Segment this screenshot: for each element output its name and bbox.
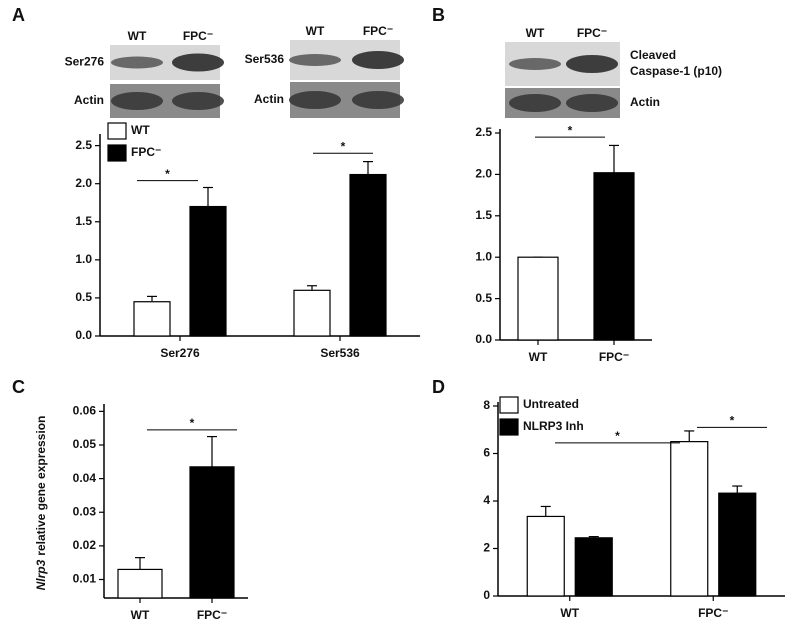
y-tick-label: 2 xyxy=(483,541,490,555)
y-tick-label: 6 xyxy=(483,446,490,460)
legend-swatch xyxy=(107,144,127,162)
bar xyxy=(593,172,635,341)
blot-row-label: Actin xyxy=(630,95,660,109)
y-tick-label: 8 xyxy=(483,398,490,412)
lane-label: WT xyxy=(128,29,147,43)
lane-label: FPC⁻ xyxy=(183,29,213,43)
legend-label: WT xyxy=(131,123,150,137)
bar xyxy=(293,289,331,337)
blot-band xyxy=(352,91,404,109)
lane-label: WT xyxy=(526,26,545,40)
panel-letter: D xyxy=(432,377,445,397)
significance-mark: * xyxy=(730,414,735,428)
y-tick-label: 0 xyxy=(483,588,490,602)
blot-band xyxy=(289,54,341,66)
y-tick-label: 2.0 xyxy=(75,176,92,190)
significance-mark: * xyxy=(341,139,346,153)
x-tick-label: FPC⁻ xyxy=(698,606,728,620)
legend-label: FPC⁻ xyxy=(131,145,161,159)
blot-band xyxy=(172,53,224,72)
lane-label: FPC⁻ xyxy=(363,24,393,38)
blot-row-label: Ser276 xyxy=(65,55,105,69)
blot-band xyxy=(352,51,404,69)
blot-row-label: Caspase-1 (p10) xyxy=(630,64,722,78)
bar xyxy=(574,537,613,597)
y-tick-label: 0.02 xyxy=(73,538,97,552)
bar xyxy=(526,515,565,597)
y-tick-label: 2.5 xyxy=(75,138,92,152)
y-tick-label: 0.0 xyxy=(475,332,492,346)
y-tick-label: 0.01 xyxy=(73,572,97,586)
bar xyxy=(517,256,559,341)
bar xyxy=(189,205,227,337)
significance-mark: * xyxy=(165,167,170,181)
blot-band xyxy=(566,55,618,73)
bar xyxy=(117,568,163,599)
blot-band xyxy=(172,92,224,110)
blot-row-label: Actin xyxy=(254,92,284,106)
y-tick-label: 0.5 xyxy=(475,291,492,305)
bar xyxy=(718,492,757,597)
x-tick-label: Ser536 xyxy=(320,346,360,360)
blot-row-label: Ser536 xyxy=(245,52,285,66)
legend-swatch xyxy=(499,396,519,414)
y-tick-label: 1.0 xyxy=(75,252,92,266)
legend-swatch xyxy=(107,122,127,140)
y-tick-label: 2.0 xyxy=(475,167,492,181)
legend-label: Untreated xyxy=(523,397,579,411)
blot-band xyxy=(509,94,561,112)
y-axis-label-part: relative gene expression xyxy=(34,416,48,556)
y-tick-label: 4 xyxy=(483,493,490,507)
y-axis-label: Nlrp3 relative gene expression xyxy=(34,416,48,591)
panel-letter: B xyxy=(432,5,445,25)
panel-letter: C xyxy=(12,377,25,397)
significance-mark: * xyxy=(190,416,195,430)
x-tick-label: WT xyxy=(529,350,548,364)
panel-letter: A xyxy=(12,5,25,25)
y-tick-label: 1.0 xyxy=(475,249,492,263)
y-tick-label: 0.05 xyxy=(73,437,97,451)
blot-band xyxy=(111,92,163,110)
bar xyxy=(349,173,387,337)
x-tick-label: WT xyxy=(131,608,150,622)
blot-band xyxy=(509,58,561,70)
blot-band xyxy=(289,91,341,109)
y-tick-label: 0.0 xyxy=(75,328,92,342)
x-tick-label: FPC⁻ xyxy=(599,350,629,364)
y-tick-label: 0.5 xyxy=(75,290,92,304)
blot-row-label: Cleaved xyxy=(630,48,676,62)
blot-band xyxy=(566,94,618,112)
y-tick-label: 1.5 xyxy=(475,208,492,222)
blot-row-label: Actin xyxy=(74,93,104,107)
significance-mark: * xyxy=(568,123,573,137)
x-tick-label: Ser276 xyxy=(160,346,200,360)
bar xyxy=(670,441,709,597)
bar xyxy=(133,301,171,337)
blot-band xyxy=(111,56,163,69)
bar xyxy=(189,466,235,599)
y-tick-label: 0.04 xyxy=(73,471,97,485)
significance-mark: * xyxy=(615,429,620,443)
y-tick-label: 0.03 xyxy=(73,504,97,518)
legend-swatch xyxy=(499,418,519,436)
y-axis-label-part: Nlrp3 xyxy=(34,559,48,590)
lane-label: WT xyxy=(306,24,325,38)
y-tick-label: 0.06 xyxy=(73,404,97,418)
x-tick-label: FPC⁻ xyxy=(197,608,227,622)
lane-label: FPC⁻ xyxy=(577,26,607,40)
y-tick-label: 1.5 xyxy=(75,214,92,228)
legend-label: NLRP3 Inh xyxy=(523,419,584,433)
x-tick-label: WT xyxy=(560,606,579,620)
y-tick-label: 2.5 xyxy=(475,125,492,139)
